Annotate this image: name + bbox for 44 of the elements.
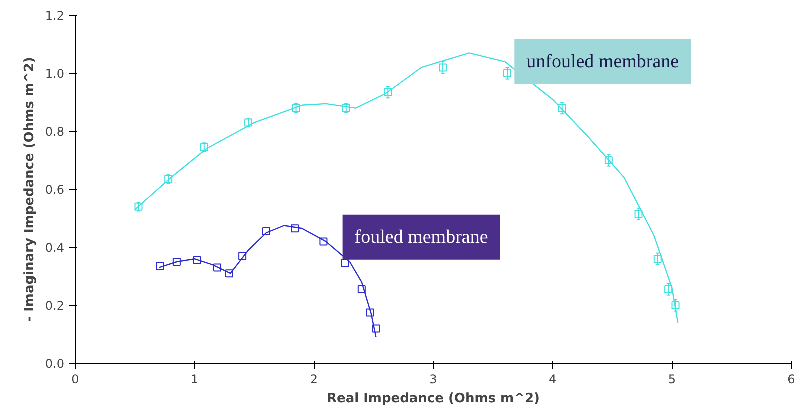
point [358,286,366,294]
x-tick-label: 0 [72,372,80,386]
point [366,308,374,317]
point [214,264,222,272]
y-tick-label: 0.0 [45,357,65,371]
x-tick-label: 4 [549,372,557,386]
point [156,262,164,270]
point [672,302,680,310]
x-tick-label: 6 [788,372,796,386]
y-tick-label: 1.0 [45,67,65,81]
point [342,104,350,112]
y-tick-label: 0.6 [45,183,65,197]
y-tick-label: 0.8 [45,125,65,139]
point [172,258,181,266]
point [634,210,643,218]
point [320,238,328,246]
point [604,156,613,164]
series-label: unfouled membrane [526,51,680,72]
point [193,256,202,265]
point [238,252,247,260]
point [558,104,566,112]
x-tick-label: 2 [310,372,318,386]
point [164,175,173,184]
y-tick-label: 0.4 [45,241,65,255]
point [200,143,208,152]
x-axis-title: Real Impedance (Ohms m^2) [327,392,540,406]
point [244,118,253,127]
point [341,259,350,268]
point [654,255,662,264]
point [384,88,392,96]
y-tick-label: 1.2 [45,9,65,23]
point [372,324,380,333]
point [439,64,448,72]
point [262,228,270,236]
point [664,286,673,294]
point [503,70,512,78]
y-axis-title: - Imaginary Impedance (Ohms m^2) [22,57,38,322]
series-label: fouled membrane [354,226,488,248]
point [225,270,234,278]
x-tick-label: 5 [668,372,676,386]
y-tick-label: 0.2 [45,299,65,313]
x-tick-label: 3 [430,372,438,386]
x-tick-label: 1 [191,372,199,386]
point [291,224,300,233]
